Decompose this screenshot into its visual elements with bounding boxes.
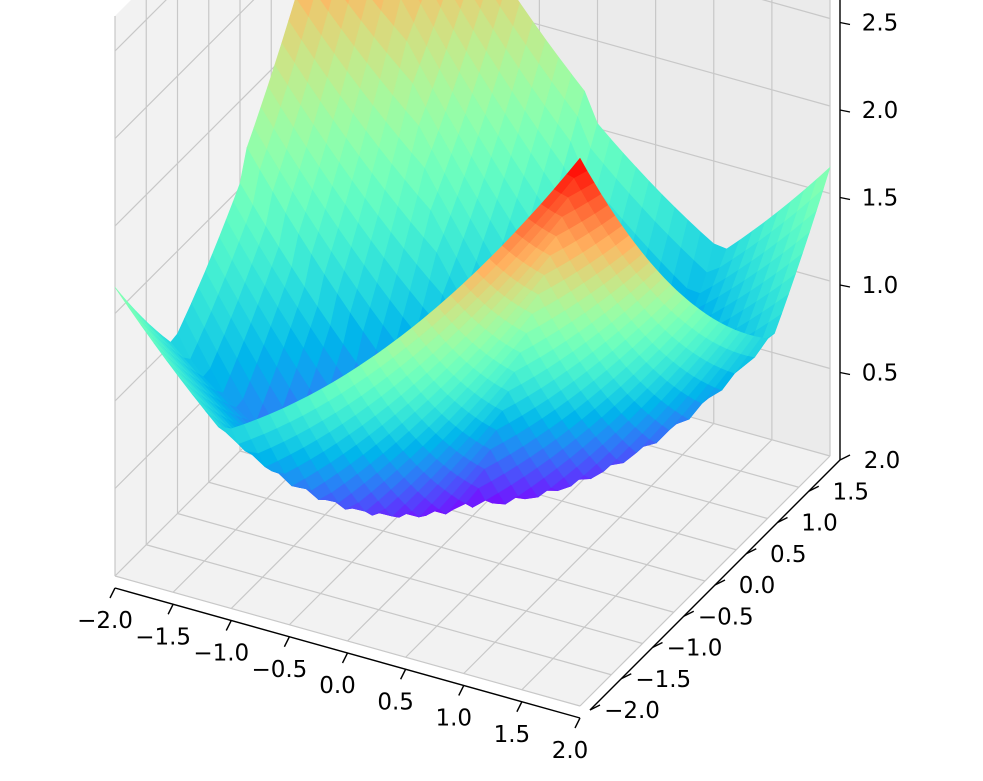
axes-tick-labels: −2.0−1.5−1.0−0.50.00.51.01.52.0−2.0−1.5−… [77,11,901,765]
gridline-z-left [114,0,167,52]
gridline-y-floor [146,544,612,676]
x-tick [516,701,523,713]
y-tick-label: −1.5 [635,667,691,693]
y-tick [808,485,820,492]
gridline-z-left [114,0,255,139]
z-tick-label: 2.5 [862,11,899,37]
x-tick [225,620,232,631]
gridline-z-back [448,0,831,107]
axes-ticks [109,21,851,729]
x-tick [283,636,291,648]
z-tick [839,196,851,201]
y-tick-label: −1.0 [667,636,723,662]
z-tick [839,21,851,26]
y-tick [714,579,726,586]
y-tick-label: 0.5 [770,542,807,568]
y-tick [589,704,601,711]
x-tick-label: −2.0 [77,608,133,634]
y-tick-label: 0.0 [739,573,776,599]
gridline-y-floor [208,481,674,613]
y-tick-label: 2.0 [864,448,901,474]
x-tick [109,587,116,599]
y-tick [839,454,851,461]
y-tick [745,548,757,555]
x-tick-label: 0.5 [377,689,414,715]
z-tick [839,109,851,113]
surface-mesh [114,0,831,518]
y-tick [652,641,663,649]
x-tick [399,668,407,680]
x-tick [458,685,465,696]
x-tick-label: −1.0 [193,641,249,667]
surface-facet [566,157,588,178]
y-tick-label: 1.0 [801,511,838,537]
x-tick-label: 0.0 [319,673,356,699]
z-tick-label: 1.5 [862,186,899,212]
z-tick-label: 1.0 [862,273,899,299]
gridline-y-floor [177,512,643,645]
x-tick [341,652,349,664]
y-tick [683,610,695,617]
y-tick-label: −2.0 [604,698,660,724]
z-tick [839,284,851,288]
x-tick-label: 2.0 [552,738,589,764]
surface-facet [417,0,423,6]
x-tick-label: 1.0 [435,706,472,732]
y-tick [620,673,632,680]
z-tick-label: 0.5 [862,361,899,387]
x-tick [574,717,581,729]
x-tick-label: −1.5 [135,624,191,650]
x-tick [167,603,174,615]
y-tick-label: 1.5 [832,479,869,505]
x-tick-label: −0.5 [251,657,307,683]
gridline-y-floor [114,575,581,707]
z-tick-label: 2.0 [862,98,899,124]
y-tick-label: −0.5 [698,604,754,630]
x-tick-label: 1.5 [494,722,531,748]
z-tick [839,371,851,376]
y-tick [777,516,788,524]
